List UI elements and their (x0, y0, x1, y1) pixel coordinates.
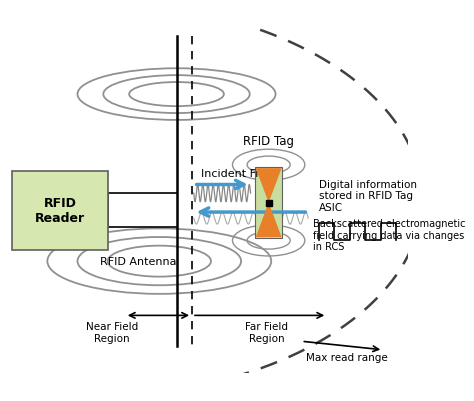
Text: Max read range: Max read range (306, 352, 387, 363)
Text: RFID
Reader: RFID Reader (35, 197, 85, 225)
Text: RFID Tag: RFID Tag (243, 135, 294, 148)
FancyBboxPatch shape (12, 171, 109, 250)
Text: Backscattered electromagnetic
field carrying data via changes
in RCS: Backscattered electromagnetic field carr… (312, 219, 465, 252)
Polygon shape (256, 203, 282, 237)
FancyBboxPatch shape (255, 168, 283, 238)
Text: Near Field
Region: Near Field Region (86, 322, 138, 343)
Text: RFID Antenna: RFID Antenna (100, 257, 176, 267)
Text: Far Field
Region: Far Field Region (246, 322, 289, 343)
Text: Incident Field: Incident Field (201, 168, 275, 178)
Text: Digital information
stored in RFID Tag
ASIC: Digital information stored in RFID Tag A… (319, 179, 417, 213)
Polygon shape (256, 169, 282, 203)
